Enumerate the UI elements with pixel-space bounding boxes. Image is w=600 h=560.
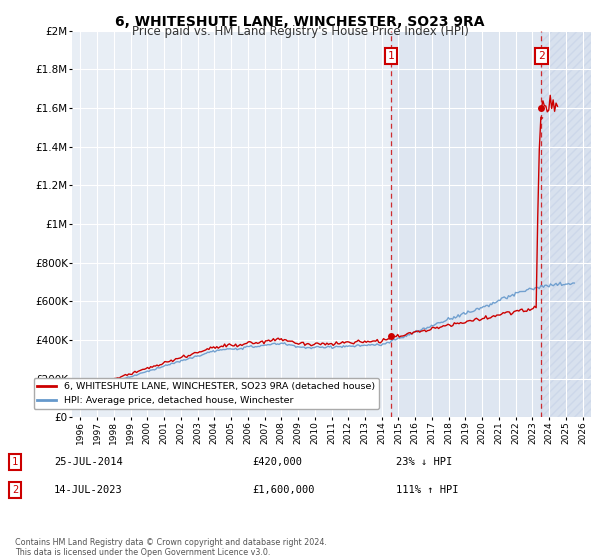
Text: 23% ↓ HPI: 23% ↓ HPI xyxy=(396,457,452,467)
Text: 2: 2 xyxy=(12,485,18,495)
Text: 2: 2 xyxy=(538,51,545,61)
Text: 1: 1 xyxy=(12,457,18,467)
Text: 14-JUL-2023: 14-JUL-2023 xyxy=(54,485,123,495)
Text: 1: 1 xyxy=(388,51,394,61)
Legend: 6, WHITESHUTE LANE, WINCHESTER, SO23 9RA (detached house), HPI: Average price, d: 6, WHITESHUTE LANE, WINCHESTER, SO23 9RA… xyxy=(34,379,379,409)
Bar xyxy=(541,31,591,417)
Bar xyxy=(391,31,541,417)
Text: £1,600,000: £1,600,000 xyxy=(252,485,314,495)
Text: 111% ↑ HPI: 111% ↑ HPI xyxy=(396,485,458,495)
Text: Contains HM Land Registry data © Crown copyright and database right 2024.
This d: Contains HM Land Registry data © Crown c… xyxy=(15,538,327,557)
Text: Price paid vs. HM Land Registry's House Price Index (HPI): Price paid vs. HM Land Registry's House … xyxy=(131,25,469,38)
Text: 25-JUL-2014: 25-JUL-2014 xyxy=(54,457,123,467)
Text: £420,000: £420,000 xyxy=(252,457,302,467)
Text: 6, WHITESHUTE LANE, WINCHESTER, SO23 9RA: 6, WHITESHUTE LANE, WINCHESTER, SO23 9RA xyxy=(115,15,485,29)
